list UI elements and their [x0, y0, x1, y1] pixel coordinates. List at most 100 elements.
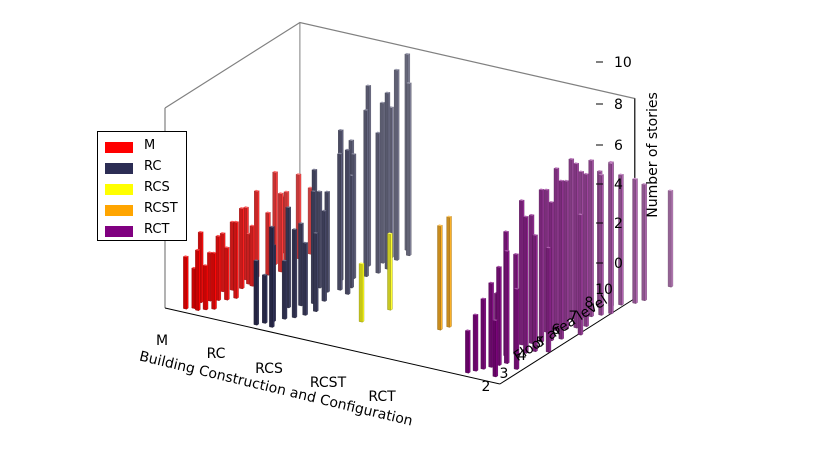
x-axis-line [164, 307, 501, 385]
bar-side-face [362, 262, 365, 323]
bar-side-face [383, 101, 386, 264]
bar-rc-1 [262, 273, 268, 324]
bar-top-face [224, 246, 230, 249]
bar-rct-20 [583, 172, 589, 328]
bar-side-face [242, 207, 245, 290]
bar-top-face [207, 251, 213, 254]
bar-side-face [316, 232, 319, 313]
bar-side-face [499, 266, 502, 366]
bar-front-face [529, 214, 533, 344]
x-tick-label: RCS [255, 361, 283, 377]
bar-side-face [476, 313, 479, 372]
bar-rct-13 [538, 188, 545, 343]
z-tick-label: 4 [614, 177, 623, 193]
bar-rc-25 [313, 232, 319, 313]
bar-side-face [495, 319, 498, 378]
bar-rc-0 [253, 259, 259, 326]
bar-side-face [366, 109, 369, 278]
bar-top-face [608, 160, 614, 163]
bar-top-face [249, 224, 255, 227]
bar-front-face [229, 221, 234, 291]
legend: M RC RCS RCST RCT [97, 131, 187, 241]
bar-side-face [468, 329, 471, 374]
bar-rc-21 [406, 82, 412, 257]
x-tick-label: RCT [368, 389, 396, 405]
bar-top-face [588, 159, 594, 161]
y-tick-label: 2 [482, 379, 491, 395]
bar-front-face [523, 216, 527, 354]
bar-front-face [504, 250, 508, 364]
bar-top-face [546, 246, 551, 249]
bar-front-face [302, 242, 306, 316]
bar-m-9 [233, 220, 239, 299]
bar-top-face [272, 170, 278, 173]
bar-top-face [253, 259, 259, 262]
bar-front-face [183, 256, 187, 310]
bar-rc-24 [316, 190, 323, 289]
bar-rc-19 [379, 101, 386, 264]
bars-layer [183, 52, 674, 378]
bar-rct-23 [588, 159, 594, 318]
bar-front-face [667, 190, 672, 288]
bar-top-face [269, 225, 275, 228]
bar-top-face [504, 249, 510, 252]
bar-top-face [278, 192, 284, 195]
bar-side-face [272, 226, 275, 328]
bar-front-face [345, 149, 349, 295]
bar-side-face [635, 178, 638, 304]
z-tick-label: 0 [614, 256, 623, 272]
bar-m-4 [211, 251, 217, 310]
bar-top-face [292, 228, 297, 230]
bar-rcst-1 [446, 215, 452, 328]
bar-side-face [198, 249, 201, 312]
y-tick-label: 10 [595, 282, 613, 298]
bar-top-face [262, 273, 268, 276]
legend-swatch-rcs [105, 184, 133, 195]
x-tick-label: RCST [310, 375, 347, 391]
bar-rc-3 [282, 259, 288, 320]
bar-side-face [214, 252, 217, 310]
bar-front-face [492, 320, 497, 378]
bar-side-face [285, 259, 288, 320]
bar-side-face [324, 210, 327, 302]
bar-top-face [312, 168, 317, 171]
bar-side-face [551, 201, 554, 342]
bar-front-face [563, 180, 568, 330]
bar-m-8 [224, 246, 230, 301]
bar-top-face [529, 213, 534, 216]
bar-front-face [387, 233, 391, 311]
bar-front-face [375, 132, 380, 274]
bar-m-2 [195, 248, 201, 312]
legend-swatch-rc [105, 163, 133, 174]
bar-top-face [285, 206, 291, 208]
bar-front-face [358, 263, 363, 323]
bar-side-face [507, 250, 510, 365]
bar-front-face [573, 163, 578, 329]
bar-side-face [571, 158, 574, 321]
bar-front-face [568, 158, 573, 320]
bar-front-face [282, 260, 286, 320]
bar-top-face [324, 190, 330, 193]
bar-side-face [227, 246, 230, 301]
y-tick-label: 6 [552, 322, 561, 338]
bar-rc-9 [321, 209, 327, 302]
bar-top-face [473, 313, 478, 316]
bar-front-face [298, 223, 302, 307]
bar-top-face [198, 231, 204, 233]
z-tick-label: 10 [614, 55, 632, 71]
bar-rct-33 [632, 177, 638, 304]
bar-side-face [591, 159, 594, 318]
bar-front-face [253, 260, 258, 326]
bar-rc-12 [337, 152, 343, 291]
bar-rct-18 [563, 179, 569, 330]
bar-side-face [320, 190, 323, 289]
legend-label-rcst: RCST [144, 201, 178, 216]
bar-front-face [437, 225, 441, 331]
bar-side-face [397, 69, 400, 261]
bar-top-face [539, 188, 544, 191]
bar-top-face [265, 211, 271, 214]
bar-top-face [406, 82, 412, 84]
bar-top-face [544, 188, 549, 191]
bar-m-12 [239, 207, 245, 290]
